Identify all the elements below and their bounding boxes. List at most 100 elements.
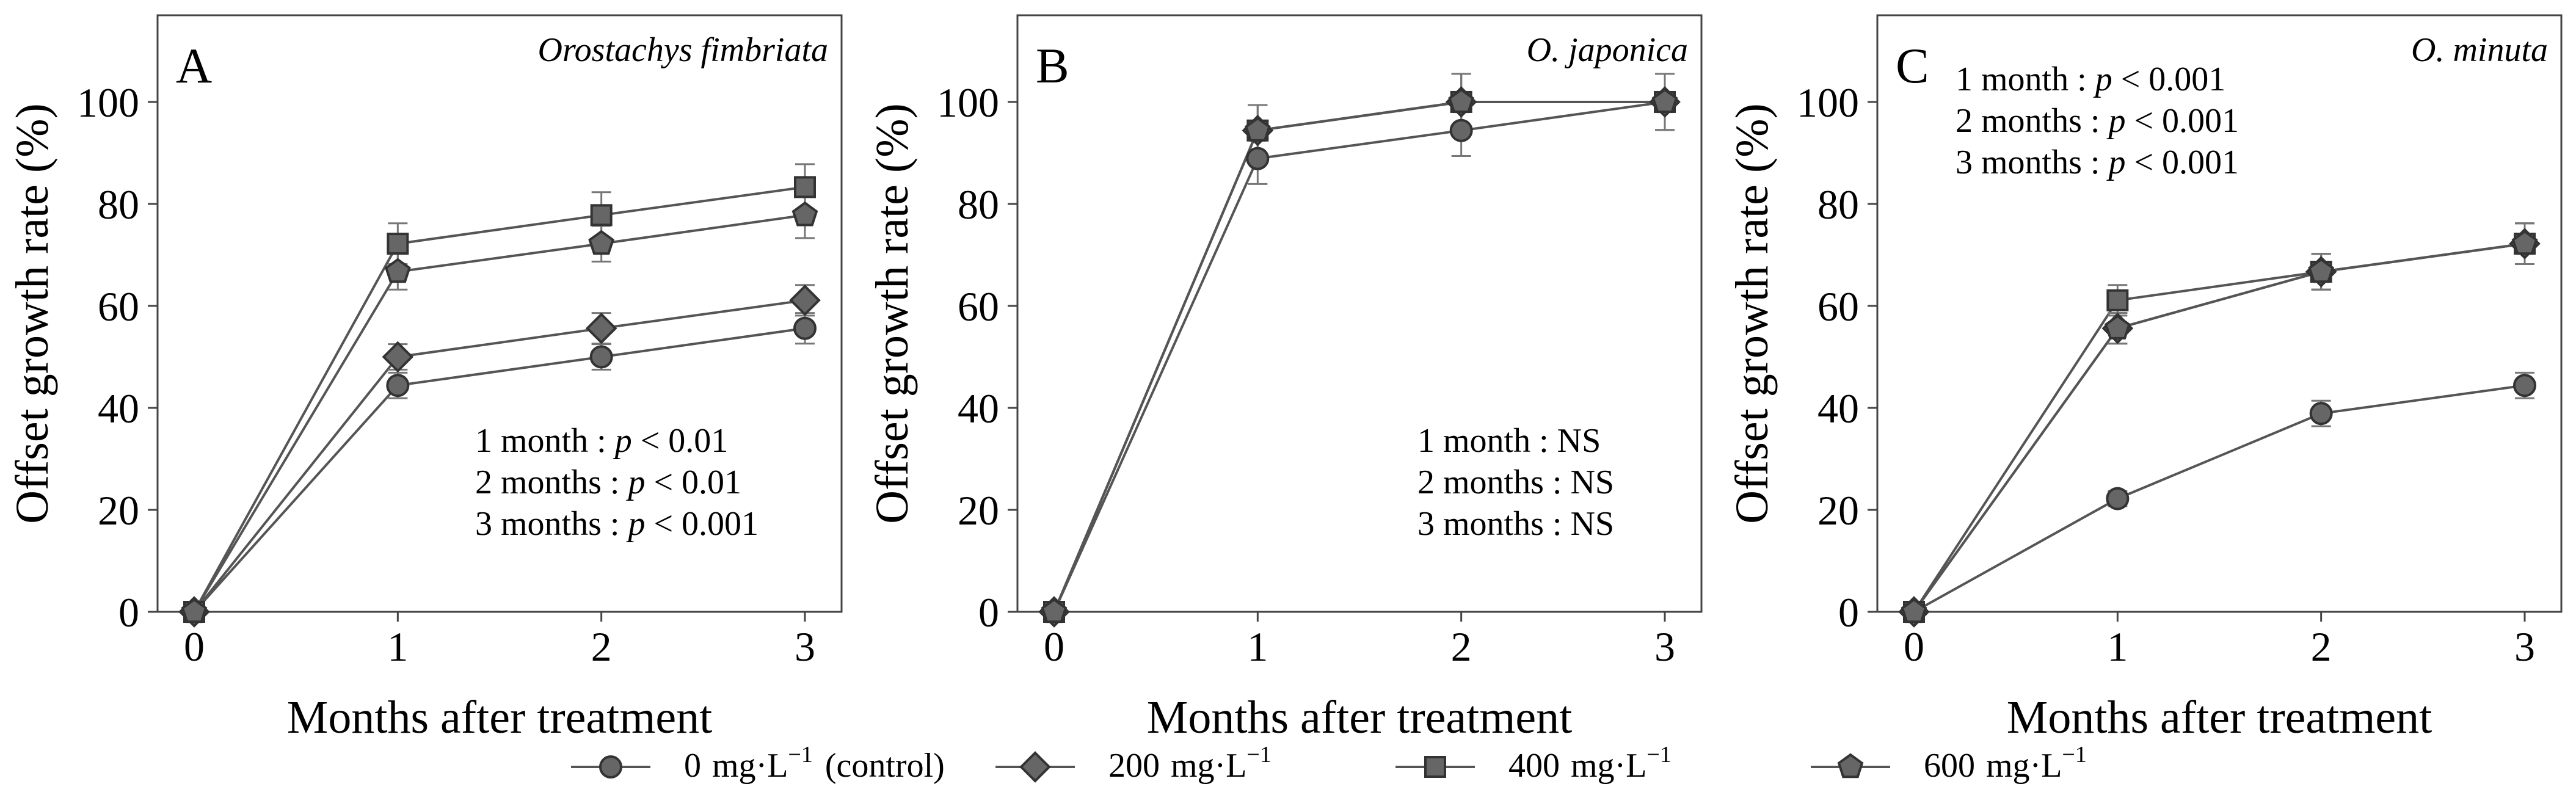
data-point-circle — [386, 374, 410, 398]
data-point-pentagon — [2511, 230, 2538, 255]
series-line-pentagon — [193, 214, 806, 613]
data-point-square — [387, 233, 409, 255]
series-line-circle — [1053, 101, 1665, 612]
data-point-pentagon — [1244, 117, 1271, 142]
p-value-note: 1 month : NS — [1417, 422, 1601, 460]
y-tick-label: 40 — [98, 385, 139, 432]
x-tick-label: 3 — [2514, 623, 2535, 670]
legend-marker-pentagon — [1837, 753, 1864, 779]
panel-letter: C — [1896, 38, 1929, 93]
plot-frame — [1016, 14, 1703, 613]
y-tick-label: 0 — [118, 589, 139, 636]
panel-a: 0 20 40 60 80 100 0 1 2 3 Months after treatment Of… — [7, 14, 843, 743]
plot-frame — [156, 14, 843, 613]
y-tick-label: 40 — [958, 385, 999, 432]
y-tick-label: 40 — [1817, 385, 1859, 432]
p-value-note: 3 months : NS — [1417, 505, 1614, 543]
legend-label: 200 mg·L−1 — [1108, 742, 1272, 785]
data-point-pentagon — [2308, 258, 2335, 283]
data-point-square — [794, 176, 816, 198]
legend-marker-diamond — [1019, 751, 1051, 783]
legend-entry: 0 mg·L−1 (control) — [571, 742, 945, 785]
y-axis-title: Offset growth rate (%) — [867, 103, 918, 524]
x-tick-label: 1 — [2107, 623, 2128, 670]
legend-marker-circle — [599, 755, 622, 779]
p-value-note: 2 months : p < 0.01 — [475, 463, 741, 501]
y-tick-label: 0 — [978, 589, 999, 636]
y-axis-title: Offset growth rate (%) — [1726, 103, 1778, 524]
data-point-diamond — [382, 341, 414, 373]
x-tick-label: 3 — [1654, 623, 1675, 670]
legend-marker-square — [1424, 756, 1446, 778]
y-tick-label: 80 — [958, 181, 999, 228]
legend-label: 0 mg·L−1 (control) — [684, 742, 945, 785]
series-line-square — [193, 186, 806, 612]
series-line-pentagon — [1053, 101, 1665, 612]
x-axis-title: Months after treatment — [287, 692, 712, 743]
data-point-circle — [2513, 374, 2536, 398]
data-point-pentagon — [791, 201, 818, 227]
x-tick-label: 1 — [1247, 623, 1268, 670]
data-point-pentagon — [384, 258, 411, 283]
data-point-diamond — [585, 312, 617, 344]
y-tick-label: 60 — [98, 283, 139, 330]
x-tick-label: 2 — [591, 623, 612, 670]
data-point-circle — [2309, 402, 2333, 426]
panel-letter: B — [1036, 38, 1069, 93]
panel-b: 0 20 40 60 80 100 0 1 2 3 Months after treatment Of… — [867, 14, 1703, 743]
data-point-circle — [589, 345, 613, 369]
data-point-circle — [793, 316, 817, 340]
p-value-note: 1 month : p < 0.001 — [1956, 60, 2225, 98]
data-point-circle — [1449, 118, 1473, 142]
species-name: Orostachys fimbriata — [538, 31, 828, 69]
series-line-circle — [1913, 384, 2525, 613]
x-tick-label: 2 — [1451, 623, 1472, 670]
y-tick-label: 100 — [937, 79, 999, 126]
data-point-square — [2106, 289, 2129, 311]
legend-label: 400 mg·L−1 — [1508, 742, 1672, 785]
data-point-diamond — [789, 284, 821, 316]
x-axis-title: Months after treatment — [2007, 692, 2432, 743]
series-line-diamond — [193, 299, 806, 613]
y-axis-title: Offset growth rate (%) — [7, 103, 58, 524]
y-tick-label: 100 — [77, 79, 139, 126]
data-point-circle — [2106, 487, 2130, 510]
legend-entry: 200 mg·L−1 — [995, 742, 1272, 785]
y-tick-label: 20 — [958, 487, 999, 534]
x-tick-label: 2 — [2311, 623, 2332, 670]
p-value-note: 2 months : NS — [1417, 463, 1614, 501]
x-axis-title: Months after treatment — [1147, 692, 1572, 743]
p-value-note: 2 months : p < 0.001 — [1956, 102, 2239, 140]
series-line-pentagon — [1913, 242, 2525, 613]
p-value-note: 1 month : p < 0.01 — [475, 422, 728, 460]
data-point-square — [590, 204, 613, 227]
species-name: O. japonica — [1527, 31, 1688, 69]
species-name: O. minuta — [2411, 31, 2548, 69]
x-tick-label: 3 — [795, 623, 815, 670]
legend-entry: 600 mg·L−1 — [1811, 742, 2087, 785]
x-tick-label: 0 — [1904, 623, 1924, 670]
legend-entry: 400 mg·L−1 — [1395, 742, 1672, 785]
plot-frame — [1876, 14, 2563, 613]
y-tick-label: 20 — [98, 487, 139, 534]
y-tick-label: 100 — [1797, 79, 1859, 126]
data-point-pentagon — [181, 598, 208, 623]
data-point-pentagon — [1901, 598, 1927, 623]
y-tick-label: 0 — [1838, 589, 1859, 636]
y-tick-label: 60 — [958, 283, 999, 330]
legend-label: 600 mg·L−1 — [1924, 742, 2087, 785]
p-value-note: 3 months : p < 0.001 — [1956, 143, 2239, 181]
y-tick-label: 20 — [1817, 487, 1859, 534]
p-value-note: 3 months : p < 0.001 — [475, 505, 759, 543]
data-point-pentagon — [2104, 314, 2131, 339]
data-point-pentagon — [1041, 598, 1068, 623]
x-tick-label: 0 — [1044, 623, 1064, 670]
x-tick-label: 0 — [184, 623, 205, 670]
data-point-pentagon — [1651, 88, 1678, 114]
y-tick-label: 80 — [98, 181, 139, 228]
panel-letter: A — [176, 38, 212, 93]
data-point-pentagon — [588, 230, 615, 255]
legend: 0 mg·L−1 (control) 200 mg·L−1 400 mg·L−1 600 mg·… — [571, 742, 2087, 785]
